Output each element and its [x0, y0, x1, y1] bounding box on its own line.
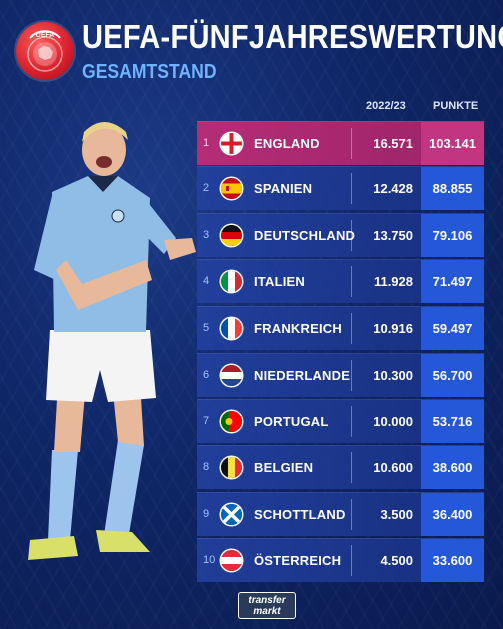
portugal-flag-icon	[221, 411, 242, 432]
season-points: 11.928	[373, 274, 413, 289]
divider	[351, 313, 352, 344]
season-points: 16.571	[373, 136, 413, 151]
netherlands-flag-icon	[221, 365, 242, 386]
table-row: 5 FRANKREICH 10.916 59.497	[197, 306, 484, 350]
points-column-header: PUNKTE	[433, 100, 479, 112]
divider	[351, 220, 352, 251]
rank: 9	[203, 508, 210, 520]
country-name: FRANKREICH	[254, 321, 342, 336]
table-row: 9 SCHOTTLAND 3.500 36.400	[197, 492, 484, 536]
season-points: 10.000	[373, 414, 413, 429]
brand-line-1: transfer	[248, 595, 286, 606]
season-points: 10.300	[373, 368, 413, 383]
germany-flag-icon	[221, 225, 242, 246]
total-points: 71.497	[421, 260, 484, 303]
country-name: DEUTSCHLAND	[254, 228, 356, 243]
table-row: 8 BELGIEN 10.600 38.600	[197, 445, 484, 489]
table-row: 4 ITALIEN 11.928 71.497	[197, 259, 484, 303]
svg-text:UEFA: UEFA	[36, 32, 55, 39]
divider	[351, 499, 352, 530]
country-name: ENGLAND	[254, 136, 320, 151]
country-name: ÖSTERREICH	[254, 553, 342, 568]
season-points: 10.600	[373, 460, 413, 475]
rank: 10	[203, 554, 216, 566]
uefa-logo: UEFA	[16, 22, 74, 80]
divider	[351, 266, 352, 297]
total-points: 53.716	[421, 400, 484, 443]
table-row: 7 PORTUGAL 10.000 53.716	[197, 399, 484, 443]
brand-line-2: markt	[253, 606, 281, 617]
rank: 6	[203, 369, 210, 381]
total-points: 36.400	[421, 493, 484, 536]
rank: 2	[203, 182, 210, 194]
country-name: NIEDERLANDE	[254, 368, 351, 383]
player-photo	[28, 122, 196, 560]
scotland-flag-icon	[221, 504, 242, 525]
divider	[351, 545, 352, 576]
rank: 7	[203, 415, 210, 427]
divider	[351, 406, 352, 437]
country-name: SPANIEN	[254, 181, 313, 196]
table-row: 10 ÖSTERREICH 4.500 33.600	[197, 538, 484, 582]
total-points: 38.600	[421, 446, 484, 489]
season-points: 13.750	[373, 228, 413, 243]
divider	[351, 173, 352, 204]
austria-flag-icon	[221, 550, 242, 571]
total-points: 33.600	[421, 539, 484, 582]
table-row: 6 NIEDERLANDE 10.300 56.700	[197, 353, 484, 397]
season-column-header: 2022/23	[366, 100, 406, 112]
italy-flag-icon	[221, 271, 242, 292]
table-row: 2 SPANIEN 12.428 88.855	[197, 166, 484, 210]
season-points: 3.500	[380, 507, 413, 522]
total-points: 103.141	[421, 122, 484, 165]
spain-flag-icon	[221, 178, 242, 199]
season-points: 12.428	[373, 181, 413, 196]
country-name: SCHOTTLAND	[254, 507, 346, 522]
england-flag-icon	[221, 133, 242, 154]
belgium-flag-icon	[221, 457, 242, 478]
season-points: 4.500	[380, 553, 413, 568]
total-points: 79.106	[421, 214, 484, 257]
total-points: 88.855	[421, 167, 484, 210]
total-points: 56.700	[421, 354, 484, 397]
table-row: 1 ENGLAND 16.571 103.141	[197, 121, 484, 165]
country-name: ITALIEN	[254, 274, 305, 289]
divider	[351, 452, 352, 483]
transfermarkt-logo: transfer markt	[238, 592, 296, 619]
total-points: 59.497	[421, 307, 484, 350]
france-flag-icon	[221, 318, 242, 339]
table-row: 3 DEUTSCHLAND 13.750 79.106	[197, 213, 484, 257]
page-title: UEFA-FÜNFJAHRESWERTUNG	[82, 18, 503, 55]
divider	[351, 360, 352, 391]
country-name: BELGIEN	[254, 460, 314, 475]
rank: 4	[203, 275, 210, 287]
country-name: PORTUGAL	[254, 414, 329, 429]
rank: 5	[203, 322, 210, 334]
season-points: 10.916	[373, 321, 413, 336]
divider	[351, 128, 352, 159]
page-subtitle: GESAMTSTAND	[82, 61, 217, 83]
rank: 8	[203, 461, 210, 473]
rank: 3	[203, 229, 210, 241]
rank: 1	[203, 137, 210, 149]
